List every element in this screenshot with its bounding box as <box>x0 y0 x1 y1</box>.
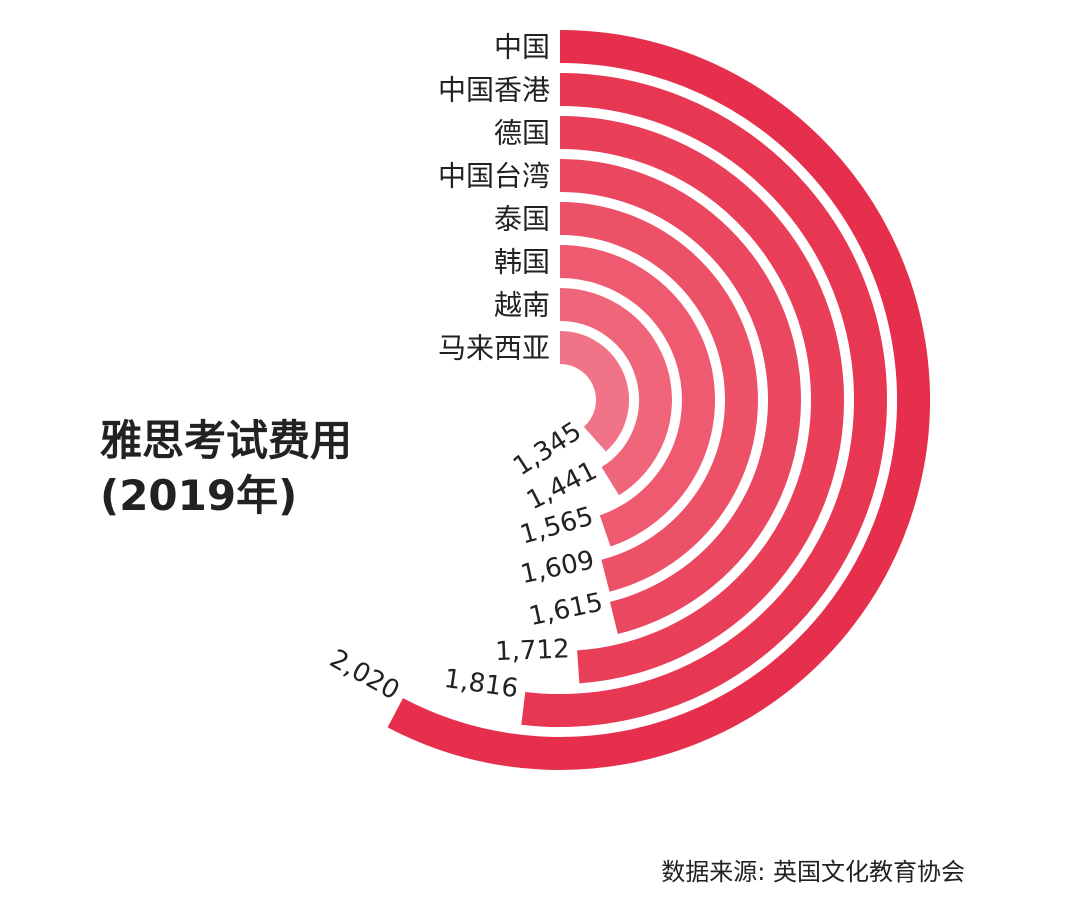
radial-bar <box>387 30 930 770</box>
category-label: 韩国 <box>494 246 550 279</box>
category-label: 中国 <box>494 31 550 64</box>
radial-bar <box>559 245 715 547</box>
radial-bar <box>559 116 844 684</box>
radial-bar <box>521 73 887 727</box>
category-label: 中国台湾 <box>438 160 550 193</box>
value-label: 1,609 <box>518 545 597 590</box>
source-note: 数据来源: 英国文化教育协会 <box>661 858 965 886</box>
radial-bar <box>559 331 629 452</box>
category-label: 越南 <box>494 289 550 322</box>
value-label: 1,615 <box>526 587 605 632</box>
category-label: 马来西亚 <box>438 332 550 365</box>
value-label: 2,020 <box>325 644 405 706</box>
radial-bar <box>559 159 801 634</box>
category-label: 泰国 <box>494 203 550 236</box>
value-label: 1,712 <box>495 634 571 667</box>
radial-bar <box>559 202 758 592</box>
value-label: 1,565 <box>517 502 597 551</box>
value-label: 1,816 <box>442 664 520 704</box>
radial-bar <box>559 288 672 496</box>
category-label: 中国香港 <box>438 74 550 107</box>
chart-subtitle: (2019年) <box>100 471 297 520</box>
category-label: 德国 <box>494 117 550 150</box>
chart-title: 雅思考试费用 <box>100 416 352 465</box>
